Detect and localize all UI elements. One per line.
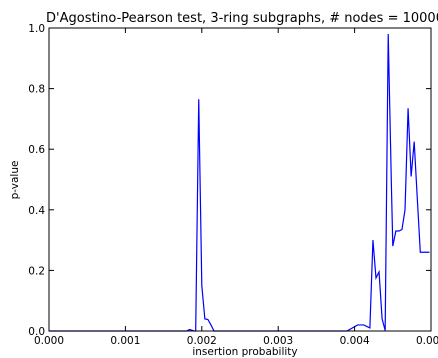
y-tick-label: 0.8 xyxy=(28,84,45,96)
y-tick-label: 0.0 xyxy=(28,326,45,338)
y-ticks: 0.0 0.2 0.4 0.6 0.8 1.0 xyxy=(28,23,431,338)
y-axis-label: p-value xyxy=(9,161,21,200)
x-tick-label: 0.001 xyxy=(110,335,140,347)
series-line-0 xyxy=(49,34,430,332)
y-tick-label: 0.4 xyxy=(28,205,45,217)
x-axis-label: insertion probability xyxy=(192,346,297,358)
chart-title: D'Agostino-Pearson test, 3-ring subgraph… xyxy=(46,11,438,26)
x-tick-label: 0.000 xyxy=(34,335,64,347)
x-tick-label: 0.004 xyxy=(340,335,370,347)
plot-frame xyxy=(48,27,432,332)
y-tick-label: 1.0 xyxy=(28,23,45,35)
x-ticks: 0.000 0.001 0.002 0.003 0.004 0.005 xyxy=(34,28,438,347)
x-tick-label: 0.002 xyxy=(187,335,217,347)
x-tick-label: 0.005 xyxy=(416,335,438,347)
plot-area xyxy=(49,34,430,332)
y-tick-label: 0.2 xyxy=(28,265,45,277)
y-tick-label: 0.6 xyxy=(28,144,45,156)
x-tick-label: 0.003 xyxy=(263,335,293,347)
